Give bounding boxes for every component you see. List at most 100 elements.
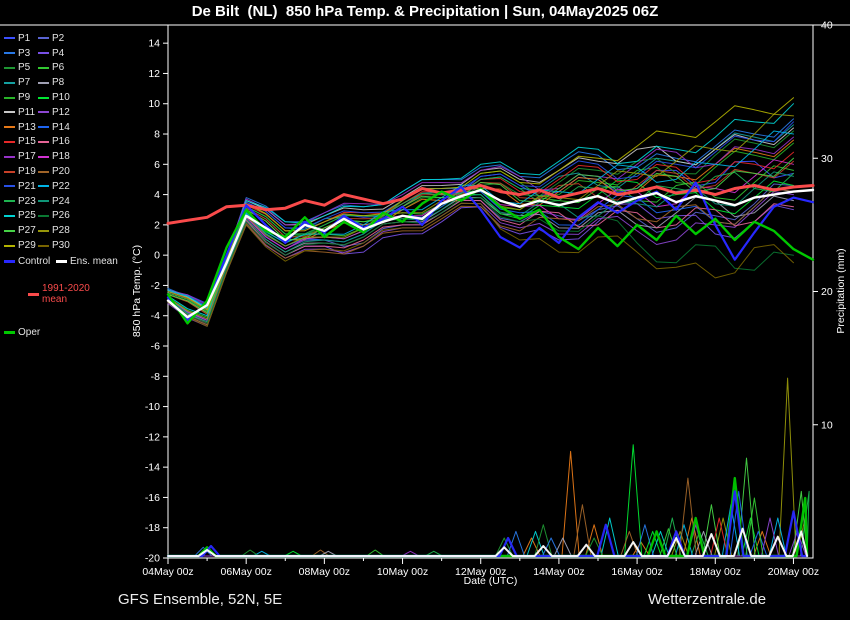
temp-member-line-P7 [167,124,794,308]
legend-swatch [4,155,15,158]
legend-label: P27 [18,225,36,237]
legend-item-oper: Oper [4,327,40,338]
legend-label: P17 [18,151,36,163]
legend-item-p19: P19 [4,164,38,179]
temp-line-ens_mean [166,188,815,319]
legend-label: P8 [52,77,65,89]
y-axis-right-title: Precipitation (mm) [835,248,847,334]
y-left-tick-label: 12 [148,68,160,80]
y-left-tick-label: 2 [154,219,160,231]
legend-item-ens-mean: Ens. mean [56,256,118,267]
legend-label: P28 [52,225,70,237]
x-tick-label: 06May 00z [220,566,271,578]
x-tick-label: 12May 00z [455,566,506,578]
legend-swatch [4,244,15,247]
temp-member-line-P30 [167,202,794,327]
x-tick-label: 04May 00z [142,566,193,578]
legend-swatch [38,52,49,55]
legend-label: P3 [18,47,31,59]
temp-member-line-P11 [167,127,794,309]
legend-item-p22: P22 [38,179,72,194]
legend-label: P11 [18,106,36,118]
legend-swatch [28,292,39,296]
legend-label: Oper [18,327,41,338]
legend-swatch [38,229,49,232]
precip-line-P14 [167,490,808,557]
legend-label: P1 [18,32,31,44]
y-left-tick-label: -12 [145,431,160,443]
legend-item-p3: P3 [4,46,38,61]
legend-label: P30 [52,240,70,252]
legend-item-p20: P20 [38,164,72,179]
temp-member-line-P17 [167,136,794,306]
legend-swatch [4,111,15,114]
legend-item-p9: P9 [4,90,38,105]
legend-item-p29: P29 [4,238,38,253]
x-tick-label: 10May 00z [377,566,428,578]
legend-item-p6: P6 [38,61,72,76]
temp-line-clim_mean [166,184,815,225]
model-caption: GFS Ensemble, 52N, 5E [118,591,283,608]
legend-label: P9 [18,92,31,104]
legend-item-p5: P5 [4,61,38,76]
legend-item-p8: P8 [38,75,72,90]
precip-line-Control [166,490,809,558]
legend-swatch [38,214,49,217]
legend-item-p1: P1 [4,31,38,46]
legend-swatch [4,260,15,263]
legend-swatch [38,170,49,173]
legend-label: P13 [18,121,36,133]
legend-item-control: Control [4,256,50,267]
legend-item-p30: P30 [38,238,72,253]
legend-swatch [38,185,49,188]
y-right-tick-label: 20 [821,286,833,298]
site-watermark: Wetterzentrale.de [648,591,767,608]
legend-label: P14 [52,121,70,133]
y-left-tick-label: -6 [151,341,160,353]
temp-member-line-P24 [167,171,794,323]
legend-item-p7: P7 [4,75,38,90]
legend-swatch [4,214,15,217]
y-left-tick-label: 10 [148,98,160,110]
legend-label: P10 [52,92,70,104]
temp-member-line-P21 [167,121,794,308]
temp-member-line-P3 [167,118,794,311]
legend-swatch [4,66,15,69]
legend-label: P12 [52,106,70,118]
precip-line-P20 [167,477,808,557]
legend-item-clim_mean: 1991-2020 mean [28,283,90,305]
legend-item-p18: P18 [38,149,72,164]
y-left-tick-label: -20 [145,553,160,565]
precip-line-P8 [167,530,808,557]
legend-item-p24: P24 [38,194,72,209]
legend-item-p21: P21 [4,179,38,194]
legend-label: P19 [18,166,36,178]
y-left-tick-label: 14 [148,38,160,50]
y-left-tick-label: 8 [154,129,160,141]
legend-swatch [38,96,49,99]
plot-frame [167,24,814,559]
legend-label: P15 [18,136,36,148]
legend-swatch [4,200,15,203]
legend-swatch [4,229,15,232]
legend-item-p27: P27 [4,223,38,238]
legend-label: P26 [52,210,70,222]
y-left-tick-label: -16 [145,492,160,504]
legend-item-p16: P16 [38,135,72,150]
legend-item-p2: P2 [38,31,72,46]
legend-label: Ens. mean [70,256,118,267]
legend-swatch [4,170,15,173]
y-right-tick-label: 10 [821,419,833,431]
legend-item-p23: P23 [4,194,38,209]
legend-swatch [4,96,15,99]
x-tick-label: 16May 00z [611,566,662,578]
legend-item-p4: P4 [38,46,72,61]
legend-swatch [38,126,49,129]
precip-line-P28 [167,377,808,557]
legend-item-p15: P15 [4,135,38,150]
temp-member-line-P29 [167,97,794,311]
y-right-tick-label: 30 [821,153,833,165]
legend-swatch [38,200,49,203]
legend-swatch [38,81,49,84]
